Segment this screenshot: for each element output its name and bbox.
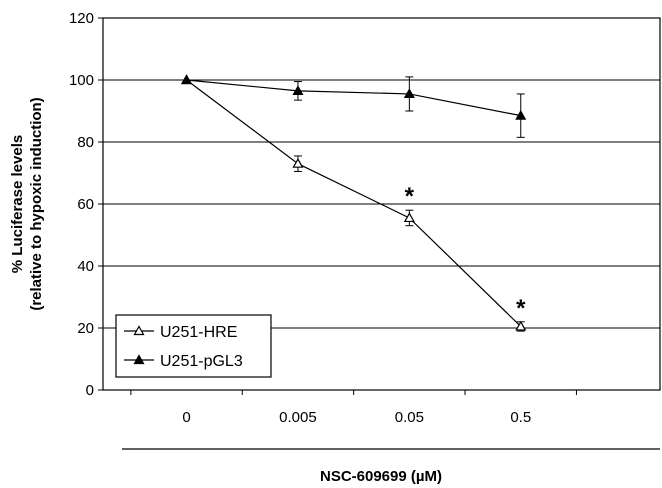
- legend-box: [115, 314, 272, 378]
- legend-label-u251-hre: U251-HRE: [160, 324, 237, 341]
- y-axis-title: % Luciferase levels: [9, 135, 26, 273]
- y-axis-subtitle: (relative to hypoxic induction): [28, 97, 45, 310]
- data-point-u251-hre-1: [292, 157, 304, 168]
- x-axis: 0 0.005 0.05 0.5: [130, 390, 577, 426]
- legend-label-u251-pgl3: U251-pGL3: [160, 353, 243, 370]
- y-tick-label-0: 0: [86, 382, 94, 399]
- y-tick-label-100: 100: [69, 72, 94, 89]
- annotations: **: [405, 183, 526, 322]
- series-u251-hre: [181, 74, 527, 332]
- legend: U251-HRE U251-pGL3: [115, 314, 272, 378]
- x-tick-label-0-05: 0.05: [395, 409, 424, 426]
- series-line-u251-hre: [186, 79, 522, 327]
- y-tick-label-40: 40: [77, 258, 94, 275]
- data-point-u251-pgl3-2: [403, 88, 415, 99]
- y-tick-label-60: 60: [77, 196, 94, 213]
- x-axis-title: NSC-609699 (µM): [320, 468, 442, 485]
- x-tick-label-0-005: 0.005: [279, 409, 317, 426]
- series-line-u251-pgl3: [186, 79, 521, 117]
- significance-marker-1: *: [516, 295, 526, 322]
- data-point-u251-pgl3-1: [292, 85, 304, 95]
- data-point-u251-pgl3-0: [181, 74, 193, 85]
- x-tick-label-0-5: 0.5: [510, 409, 531, 426]
- y-axis: 0 20 40 60 80 100 120: [69, 10, 103, 399]
- data-point-u251-hre-2: [403, 212, 415, 223]
- data-point-u251-hre-3: [515, 320, 527, 331]
- significance-marker-0: *: [405, 183, 415, 210]
- y-tick-label-20: 20: [77, 320, 94, 337]
- y-tick-label-120: 120: [69, 10, 94, 27]
- y-tick-label-80: 80: [77, 134, 94, 151]
- x-tick-label-0: 0: [182, 409, 190, 426]
- legend-marker-u251-hre: [133, 325, 145, 336]
- legend-marker-u251-pgl3: [133, 354, 145, 365]
- data-point-u251-pgl3-3: [515, 109, 527, 120]
- series-layer: [181, 74, 527, 332]
- series-u251-pgl3: [181, 74, 527, 138]
